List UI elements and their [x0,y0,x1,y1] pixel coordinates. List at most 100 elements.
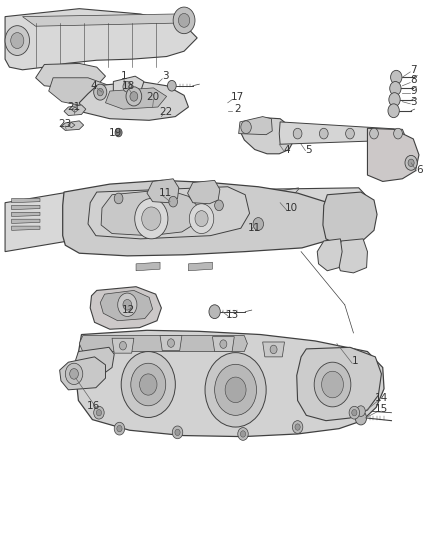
Circle shape [314,362,351,407]
Circle shape [405,156,417,170]
Text: 6: 6 [417,165,423,175]
Circle shape [209,305,220,319]
Circle shape [195,211,208,227]
Text: 1: 1 [352,356,359,366]
Text: 8: 8 [410,76,417,85]
Circle shape [270,345,277,354]
Polygon shape [74,348,114,375]
Polygon shape [88,187,250,239]
Polygon shape [263,342,285,357]
Circle shape [96,409,102,416]
Text: 9: 9 [410,86,417,96]
Circle shape [355,411,367,425]
Circle shape [135,198,168,239]
Polygon shape [49,78,123,107]
Text: 21: 21 [67,102,81,112]
Circle shape [394,128,403,139]
Circle shape [123,300,132,310]
Circle shape [390,82,401,95]
Polygon shape [12,198,40,203]
Circle shape [370,128,378,139]
Circle shape [172,426,183,439]
Circle shape [120,342,127,350]
Circle shape [225,377,246,402]
Polygon shape [239,117,272,135]
Circle shape [389,93,400,107]
Circle shape [352,409,357,416]
Text: 14: 14 [375,393,388,403]
Circle shape [408,159,414,166]
Text: 15: 15 [375,404,388,414]
Circle shape [114,193,123,204]
Text: 1: 1 [120,71,127,81]
Circle shape [121,352,175,417]
Text: 18: 18 [122,81,135,91]
Polygon shape [100,290,152,321]
Text: 23: 23 [59,119,72,129]
Circle shape [167,80,176,91]
Circle shape [292,421,303,433]
Text: 13: 13 [226,310,239,320]
Circle shape [319,128,328,139]
Circle shape [178,13,190,27]
Polygon shape [113,76,144,96]
Circle shape [349,406,360,419]
Polygon shape [112,338,134,353]
Text: 4: 4 [283,144,290,155]
Text: 7: 7 [410,65,417,75]
Circle shape [173,7,195,34]
Circle shape [169,196,177,207]
Circle shape [215,200,223,211]
Circle shape [70,368,78,379]
Text: 16: 16 [87,401,100,411]
Polygon shape [5,192,73,252]
Polygon shape [101,189,199,236]
Circle shape [117,425,122,432]
Circle shape [123,82,132,92]
Polygon shape [5,9,197,70]
Circle shape [388,104,399,118]
Polygon shape [317,239,342,271]
Circle shape [189,204,214,233]
Polygon shape [22,14,180,26]
Polygon shape [64,188,365,213]
Text: 5: 5 [305,144,312,155]
Circle shape [11,33,24,49]
Polygon shape [323,192,377,245]
Circle shape [140,374,157,395]
Polygon shape [76,330,384,437]
Text: 22: 22 [159,107,173,117]
Circle shape [238,427,248,440]
Circle shape [130,92,138,101]
Polygon shape [212,337,234,352]
Circle shape [126,87,142,106]
Polygon shape [188,262,212,271]
Polygon shape [61,121,84,131]
Text: 19: 19 [109,127,122,138]
Circle shape [94,406,104,419]
Circle shape [97,88,103,96]
Circle shape [220,340,227,349]
Text: 3: 3 [410,96,417,107]
Circle shape [115,128,122,137]
Text: 4: 4 [90,81,96,91]
Circle shape [205,353,266,427]
Polygon shape [12,205,40,209]
Circle shape [118,293,137,317]
Text: 2: 2 [234,104,240,114]
Polygon shape [12,226,40,230]
Polygon shape [297,348,381,421]
Polygon shape [106,88,166,109]
Circle shape [346,128,354,139]
Circle shape [94,84,107,100]
Text: 17: 17 [231,92,244,102]
Polygon shape [367,128,419,181]
Circle shape [321,371,343,398]
Polygon shape [160,336,182,351]
Text: 3: 3 [162,71,169,81]
Circle shape [215,365,257,415]
Circle shape [253,217,264,230]
Polygon shape [187,180,220,204]
Text: 20: 20 [146,92,159,102]
Circle shape [5,26,29,55]
